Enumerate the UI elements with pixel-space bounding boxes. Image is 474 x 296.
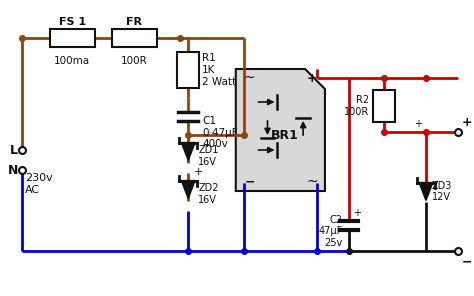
Bar (112, 29, 156, 47)
Text: FS 1: FS 1 (59, 17, 86, 27)
Text: ZD3
12V: ZD3 12V (432, 181, 452, 202)
Text: L: L (10, 144, 18, 157)
Text: R2
100R: R2 100R (344, 95, 370, 117)
Text: R1
1K
2 Watt: R1 1K 2 Watt (202, 53, 236, 87)
Bar (177, 52, 199, 88)
Text: 230v
AC: 230v AC (25, 173, 53, 194)
Bar (374, 90, 395, 122)
Text: 100R: 100R (121, 56, 147, 66)
Text: +: + (414, 119, 422, 129)
Text: −: − (462, 256, 472, 269)
Text: +: + (307, 72, 318, 84)
Polygon shape (181, 142, 195, 160)
Text: 100ma: 100ma (54, 56, 91, 66)
Text: C2
47μF
25v: C2 47μF 25v (319, 215, 343, 248)
Text: BR1: BR1 (272, 128, 299, 141)
Polygon shape (419, 183, 433, 200)
Bar (50, 29, 95, 47)
Text: ~: ~ (306, 175, 318, 189)
Polygon shape (181, 181, 195, 199)
Text: −: − (245, 176, 255, 189)
Text: FR: FR (126, 17, 142, 27)
Text: ZD1
16V: ZD1 16V (198, 145, 219, 167)
Text: N: N (8, 163, 18, 176)
Text: +: + (353, 208, 361, 218)
Text: +: + (194, 167, 203, 177)
Text: C1
0·47μF
400v: C1 0·47μF 400v (202, 116, 238, 149)
Text: ZD2
16V: ZD2 16V (198, 183, 219, 205)
Polygon shape (236, 69, 325, 191)
Text: +: + (462, 116, 472, 129)
Text: ~: ~ (244, 71, 255, 85)
